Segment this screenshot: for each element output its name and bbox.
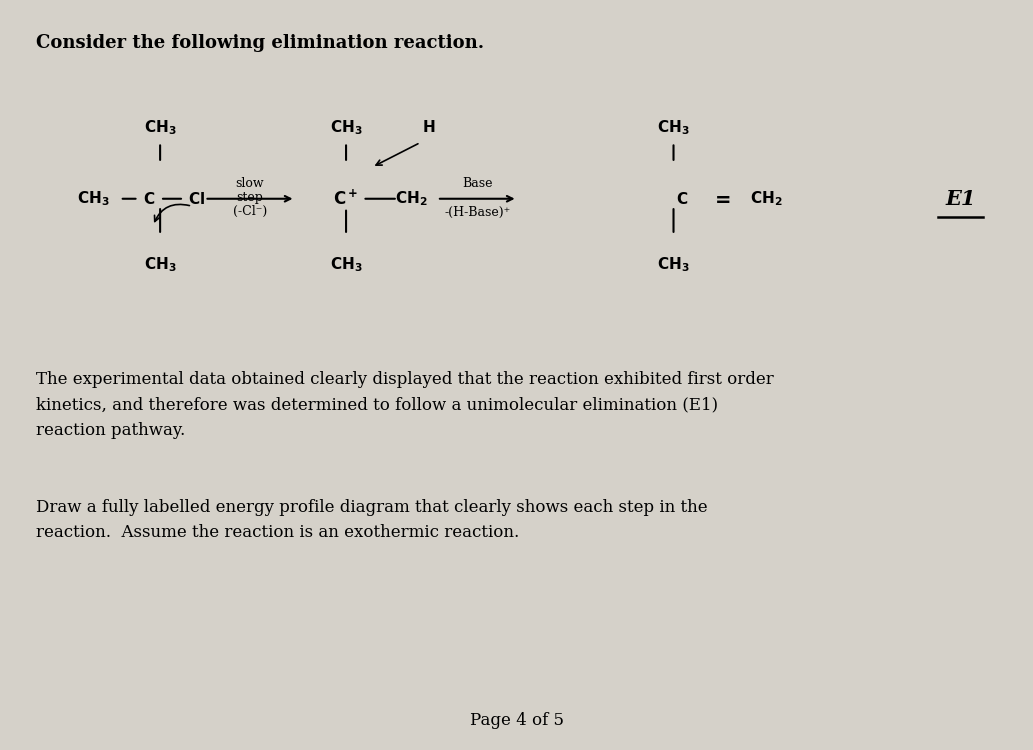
Text: Base: Base — [462, 177, 493, 190]
Text: $\mathbf{CH_3}$: $\mathbf{CH_3}$ — [144, 118, 177, 136]
Text: $\mathbf{CH_2}$: $\mathbf{CH_2}$ — [750, 190, 783, 208]
Text: Consider the following elimination reaction.: Consider the following elimination react… — [36, 34, 484, 52]
Text: (-Cl⁻): (-Cl⁻) — [232, 205, 268, 218]
Text: $\mathbf{C^+}$: $\mathbf{C^+}$ — [334, 189, 358, 209]
Text: $\mathbf{H}$: $\mathbf{H}$ — [422, 119, 435, 136]
Text: $\mathbf{C}$: $\mathbf{C}$ — [676, 190, 688, 207]
Text: $\mathbf{CH_3}$: $\mathbf{CH_3}$ — [657, 118, 690, 136]
Text: The experimental data obtained clearly displayed that the reaction exhibited fir: The experimental data obtained clearly d… — [36, 371, 774, 440]
Text: Page 4 of 5: Page 4 of 5 — [470, 712, 563, 729]
Text: $\mathbf{CH_3}$: $\mathbf{CH_3}$ — [76, 190, 109, 208]
Text: $\mathbf{Cl}$: $\mathbf{Cl}$ — [188, 190, 205, 207]
Text: $\mathbf{C}$: $\mathbf{C}$ — [143, 190, 155, 207]
Text: slow: slow — [236, 177, 264, 190]
Text: $\mathbf{CH_3}$: $\mathbf{CH_3}$ — [657, 256, 690, 274]
Text: $\mathbf{=}$: $\mathbf{=}$ — [711, 190, 731, 208]
Text: $\mathbf{CH_2}$: $\mathbf{CH_2}$ — [395, 190, 428, 208]
Text: $\mathbf{CH_3}$: $\mathbf{CH_3}$ — [144, 256, 177, 274]
Text: $\mathbf{CH_3}$: $\mathbf{CH_3}$ — [330, 256, 363, 274]
Text: $\mathbf{CH_3}$: $\mathbf{CH_3}$ — [330, 118, 363, 136]
Text: E1: E1 — [945, 189, 976, 209]
Text: Draw a fully labelled energy profile diagram that clearly shows each step in the: Draw a fully labelled energy profile dia… — [36, 499, 708, 542]
Text: -(H-Base)⁺: -(H-Base)⁺ — [444, 206, 510, 219]
Text: step: step — [237, 190, 263, 204]
